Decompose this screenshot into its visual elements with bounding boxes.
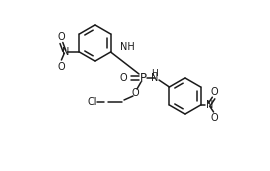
Text: P: P — [140, 71, 147, 84]
Text: O: O — [131, 88, 139, 98]
Text: O: O — [211, 113, 218, 123]
Text: O: O — [58, 32, 65, 42]
Text: N: N — [151, 73, 159, 83]
Text: O: O — [58, 62, 65, 72]
Text: Cl: Cl — [87, 97, 97, 107]
Text: N: N — [206, 100, 213, 110]
Text: H: H — [152, 69, 158, 77]
Text: O: O — [211, 87, 218, 97]
Text: O: O — [119, 73, 127, 83]
Text: N: N — [62, 47, 69, 57]
Text: NH: NH — [120, 42, 134, 52]
